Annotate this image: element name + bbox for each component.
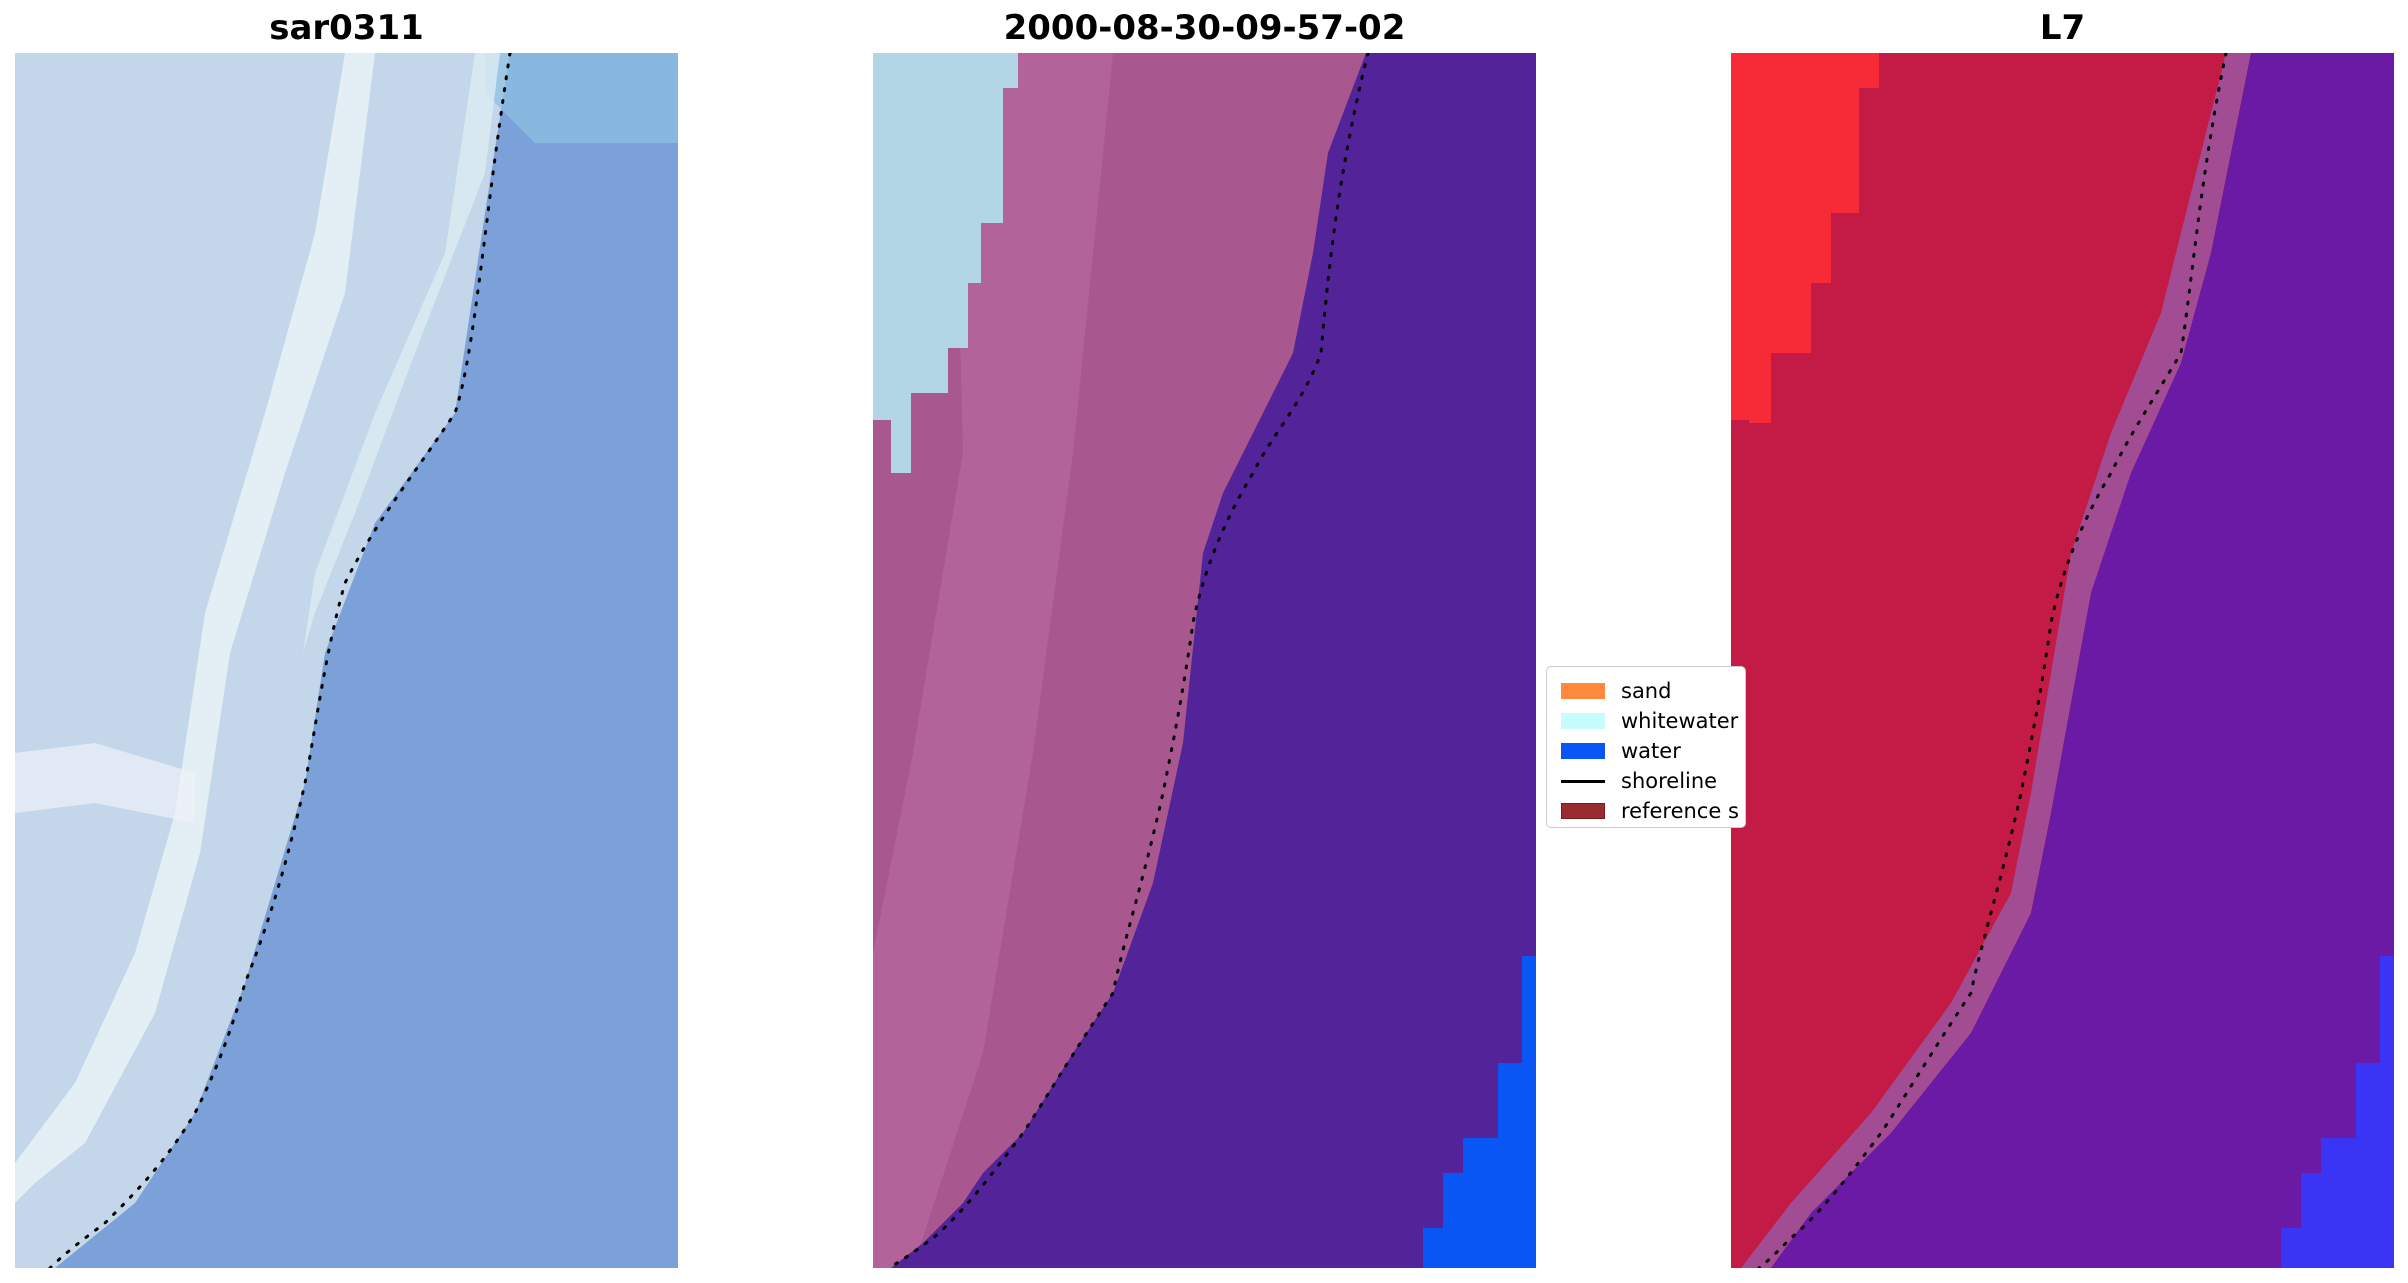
legend-line-shoreline xyxy=(1561,780,1605,783)
upper-water-tint xyxy=(485,53,678,143)
legend-label-whitewater: whitewater xyxy=(1621,709,1739,733)
classified-image xyxy=(873,53,1536,1268)
shoreline-dotted xyxy=(48,53,512,1268)
legend-item-shoreline: shoreline xyxy=(1553,765,1745,795)
legend: sand whitewater water shoreline referenc… xyxy=(1546,666,1746,828)
legend-swatch-sand xyxy=(1561,683,1605,699)
legend-label-reference: reference s xyxy=(1621,799,1739,823)
legend-item-sand: sand xyxy=(1553,675,1745,705)
whitewater-area xyxy=(873,53,1018,473)
shoreline-dotted xyxy=(1757,53,2228,1268)
land-light-band xyxy=(873,53,1113,1268)
legend-swatch-water xyxy=(1561,743,1605,759)
surf-band-inner xyxy=(303,53,500,653)
transition-band xyxy=(1741,53,2251,1268)
panel-title-sar0311: sar0311 xyxy=(269,8,424,48)
legend-swatch-whitewater xyxy=(1561,713,1605,729)
water-area xyxy=(55,53,678,1268)
panel-title-l7: L7 xyxy=(2039,8,2086,48)
water-area xyxy=(891,53,1536,1268)
legend-item-reference: reference s xyxy=(1553,795,1745,825)
l7-image xyxy=(1731,53,2394,1268)
legend-item-water: water xyxy=(1553,735,1745,765)
surf-band xyxy=(15,53,375,1203)
water-area xyxy=(1771,53,2394,1268)
foam-band xyxy=(15,743,195,823)
legend-swatch-reference xyxy=(1561,803,1605,819)
classified-image-panel xyxy=(873,53,1536,1268)
ocean-blue-area xyxy=(1423,956,1536,1268)
rgb-image xyxy=(15,53,678,1268)
legend-label-water: water xyxy=(1621,739,1681,763)
legend-label-sand: sand xyxy=(1621,679,1672,703)
l7-image-panel xyxy=(1731,53,2394,1268)
legend-item-whitewater: whitewater xyxy=(1553,705,1745,735)
bright-red-area xyxy=(1731,53,1879,423)
legend-label-shoreline: shoreline xyxy=(1621,769,1718,793)
ocean-blue-area xyxy=(2281,956,2394,1268)
panel-title-date: 2000-08-30-09-57-02 xyxy=(1003,8,1406,48)
rgb-image-panel xyxy=(15,53,678,1268)
